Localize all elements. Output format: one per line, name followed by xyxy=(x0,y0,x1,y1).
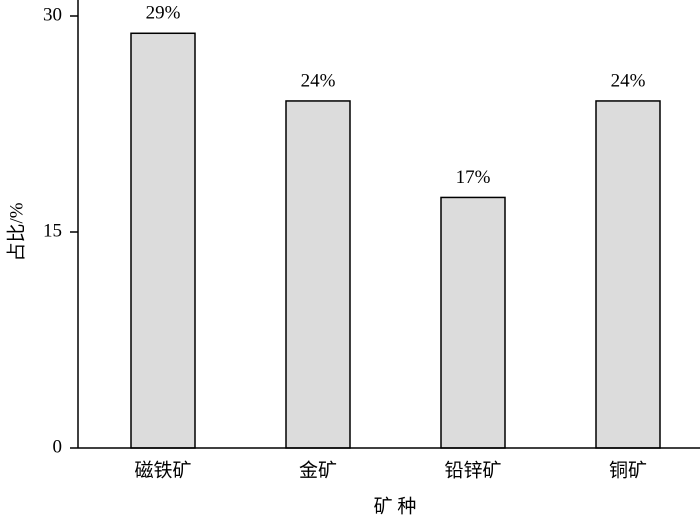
x-axis-label: 矿 种 xyxy=(374,495,417,517)
y-axis-label: 占比/% xyxy=(5,202,27,261)
x-tick-label: 铅锌矿 xyxy=(444,459,501,481)
value-label: 24% xyxy=(301,70,336,91)
bar xyxy=(440,196,506,449)
value-label: 17% xyxy=(456,167,491,188)
y-tick-label: 30 xyxy=(43,4,62,25)
x-tick-label: 铜矿 xyxy=(609,459,647,481)
value-label: 24% xyxy=(611,70,646,91)
x-tick-label: 金矿 xyxy=(299,459,337,481)
bar xyxy=(130,32,196,449)
value-label: 29% xyxy=(146,3,181,24)
y-tick-label: 0 xyxy=(53,436,63,457)
x-tick-label: 磁铁矿 xyxy=(134,459,191,481)
bar xyxy=(595,100,661,449)
y-tick-label: 15 xyxy=(43,220,62,241)
bar xyxy=(285,100,351,449)
